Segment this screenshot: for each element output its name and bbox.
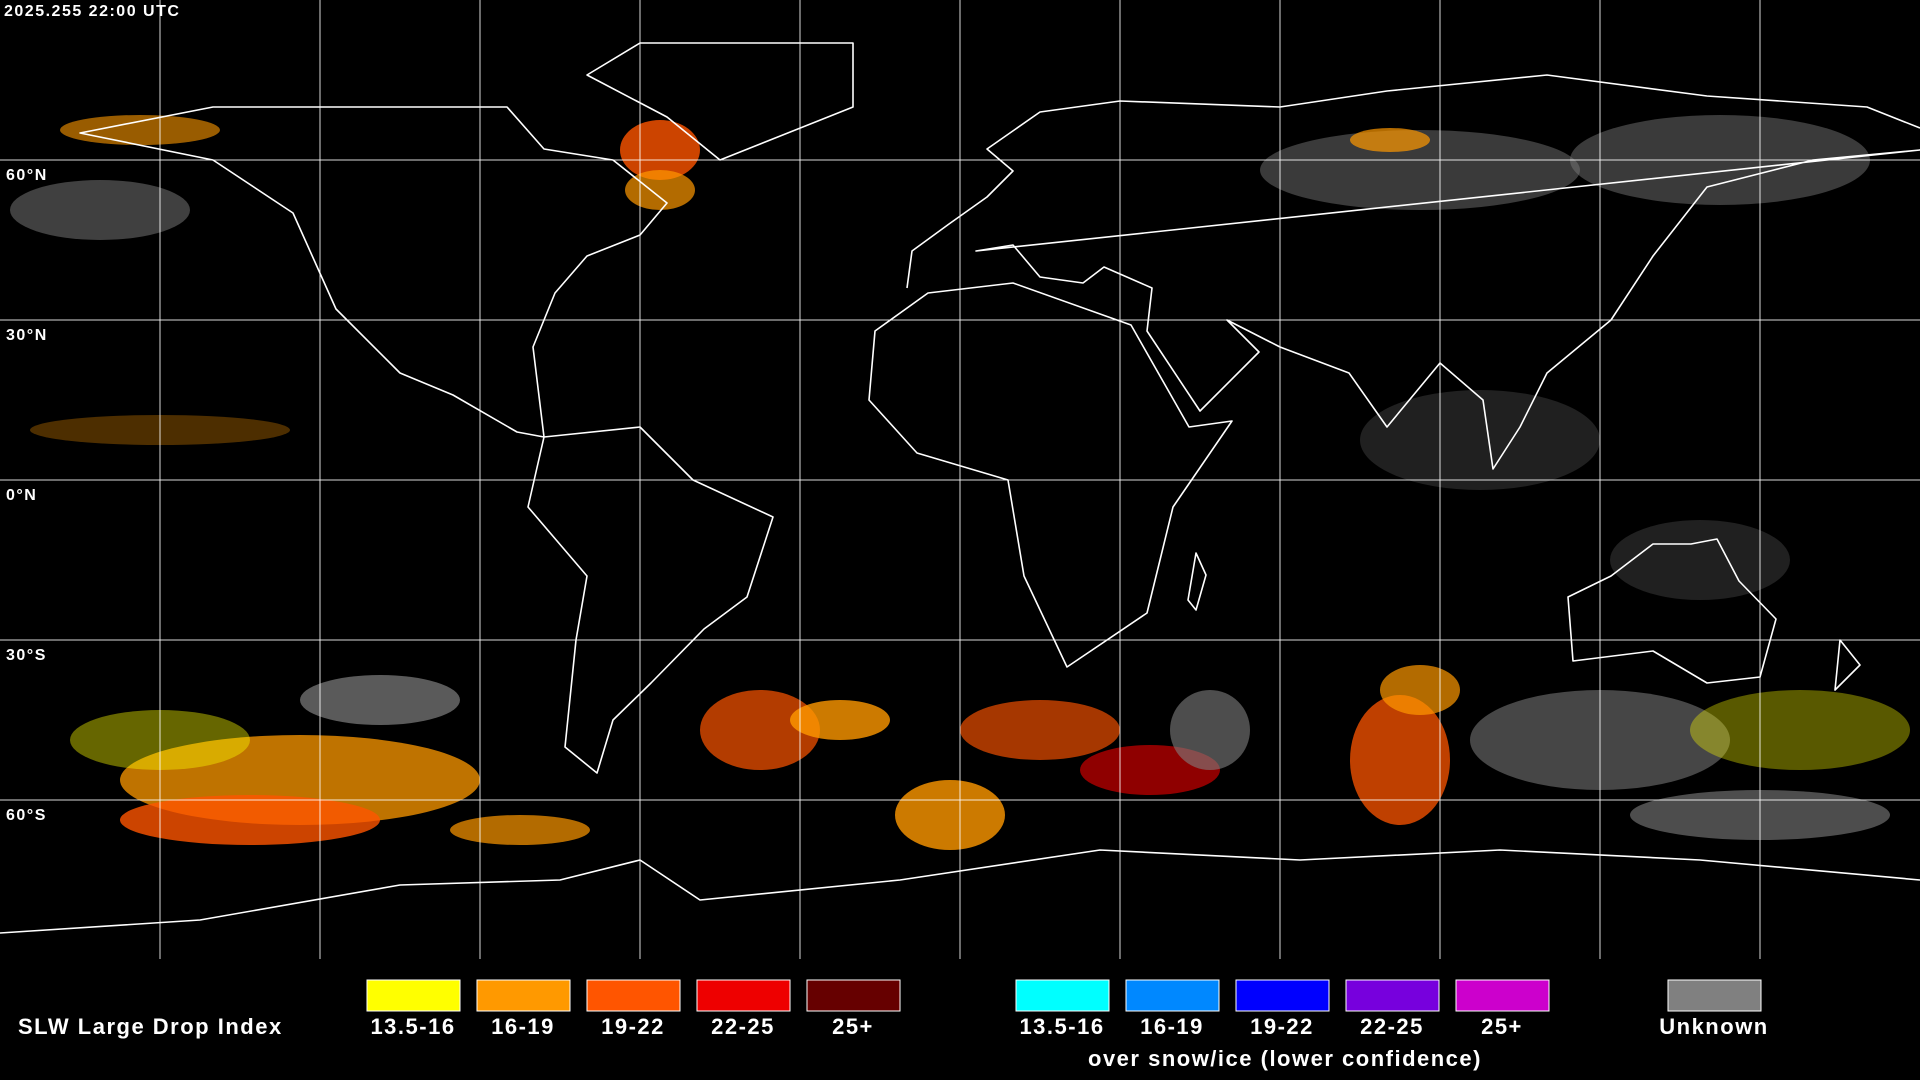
legend-title: SLW Large Drop Index [18, 1014, 283, 1039]
cloud-patch [300, 675, 460, 725]
legend-label: 16-19 [1140, 1014, 1204, 1039]
graticule [0, 0, 1920, 959]
legend: 13.5-16 16-19 19-22 22-25 25+ 13.5-16 16-19 19-… [366, 979, 1769, 1039]
cloud-patch [1170, 690, 1250, 770]
legend-label: 25+ [1481, 1014, 1523, 1039]
legend-label: 19-22 [601, 1014, 665, 1039]
legend-swatch [1125, 979, 1220, 1012]
cloud-patch [790, 700, 890, 740]
cloud-patch [895, 780, 1005, 850]
legend-swatch [586, 979, 681, 1012]
legend-swatch [366, 979, 461, 1012]
legend-label: Unknown [1659, 1014, 1769, 1039]
legend-label: 13.5-16 [370, 1014, 455, 1039]
coastline [527, 426, 774, 774]
coastline [906, 74, 1920, 470]
lat-label: 30°S [6, 647, 47, 664]
cloud-patch [625, 170, 695, 210]
legend-swatch [696, 979, 791, 1012]
legend-swatch [1455, 979, 1550, 1012]
legend-label: 22-25 [1360, 1014, 1424, 1039]
lat-label: 60°S [6, 807, 47, 824]
legend-label: 13.5-16 [1019, 1014, 1104, 1039]
cloud-patch [1380, 665, 1460, 715]
coastline [1567, 538, 1777, 684]
legend-label: 16-19 [491, 1014, 555, 1039]
legend-label: 25+ [832, 1014, 874, 1039]
cloud-patch [120, 795, 380, 845]
cloud-layer [10, 115, 1910, 850]
cloud-patch [1350, 128, 1430, 152]
legend-swatch [1235, 979, 1330, 1012]
legend-label: 22-25 [711, 1014, 775, 1039]
lat-label: 30°N [6, 327, 48, 344]
legend-swatch [806, 979, 901, 1012]
coastline [1187, 552, 1861, 691]
coastline [79, 106, 668, 438]
legend-background [0, 959, 1920, 1080]
snow-caption: over snow/ice (lower confidence) [1088, 1046, 1482, 1071]
cloud-patch [1260, 130, 1580, 210]
cloud-patch [60, 115, 220, 145]
cloud-patch [1610, 520, 1790, 600]
lat-label: 60°N [6, 167, 48, 184]
cloud-patch [1690, 690, 1910, 770]
cloud-patch [450, 815, 590, 845]
coastline [868, 282, 1233, 668]
cloud-patch [700, 690, 820, 770]
legend-swatch [1667, 979, 1762, 1012]
timestamp: 2025.255 22:00 UTC [4, 3, 180, 20]
cloud-patch [1350, 695, 1450, 825]
legend-swatch [476, 979, 571, 1012]
legend-label: 19-22 [1250, 1014, 1314, 1039]
legend-swatch [1015, 979, 1110, 1012]
cloud-patch [960, 700, 1120, 760]
legend-swatch [1345, 979, 1440, 1012]
cloud-patch [1360, 390, 1600, 490]
lat-label: 0°N [6, 487, 37, 504]
cloud-patch [10, 180, 190, 240]
lat-labels: 60°N 30°N 0°N 30°S 60°S [6, 167, 48, 824]
